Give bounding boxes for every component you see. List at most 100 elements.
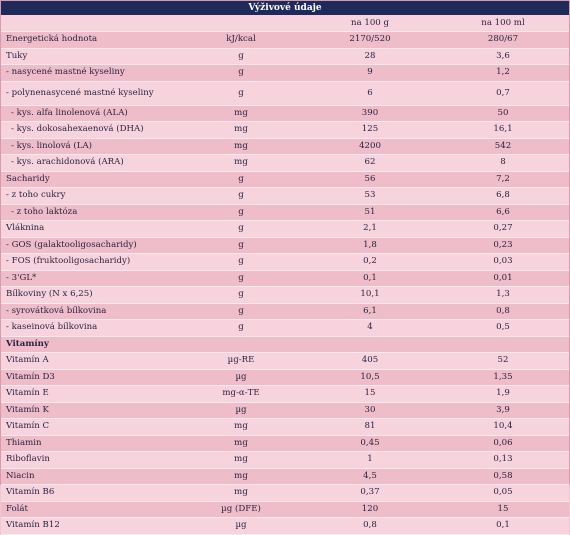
value-per-100ml: 1,9 — [437, 385, 569, 403]
column-header-row: na 100 g na 100 ml — [1, 15, 569, 32]
nutrient-row: - kys. alfa linolenová (ALA) mg 390 50 — [1, 105, 569, 122]
nutrient-unit: µg-RE — [179, 352, 303, 370]
value-per-100ml: 8 — [437, 154, 569, 172]
header-per-100g: na 100 g — [303, 15, 437, 32]
nutrient-unit: mg — [179, 105, 303, 122]
value-per-100ml: 0,5 — [437, 319, 569, 337]
nutrient-name: Vitamíny — [1, 336, 179, 353]
nutrient-unit: g — [179, 171, 303, 188]
nutrient-row: Vláknina g 2,1 0,27 — [1, 220, 569, 238]
nutrient-name: - kys. dokosahexaenová (DHA) — [1, 121, 179, 139]
nutrient-name: Vitamín C — [1, 418, 179, 436]
value-per-100ml: 1,35 — [437, 369, 569, 386]
nutrient-row: - GOS (galaktooligosacharidy) g 1,8 0,23 — [1, 237, 569, 254]
value-per-100ml: 6,6 — [437, 204, 569, 221]
nutrient-row: - kaseinová bílkovina g 4 0,5 — [1, 319, 569, 337]
nutrient-row: Vitamín D3 µg 10,5 1,35 — [1, 369, 569, 386]
value-per-100g: 0,45 — [303, 435, 437, 452]
nutrient-name: - z toho laktóza — [1, 204, 179, 221]
value-per-100g: 1,8 — [303, 237, 437, 254]
nutrient-name: - GOS (galaktooligosacharidy) — [1, 237, 179, 254]
nutrient-unit: g — [179, 253, 303, 271]
value-per-100ml: 0,03 — [437, 253, 569, 271]
value-per-100g: 81 — [303, 418, 437, 436]
nutrition-table: na 100 g na 100 ml Energetická hodnota kJ… — [1, 15, 569, 535]
value-per-100g: 51 — [303, 204, 437, 221]
nutrient-unit: g — [179, 81, 303, 106]
nutrient-name: Bílkoviny (N x 6,25) — [1, 286, 179, 304]
nutrient-unit: g — [179, 64, 303, 82]
value-per-100g: 6 — [303, 81, 437, 106]
nutrient-unit: g — [179, 237, 303, 254]
nutrient-unit: g — [179, 220, 303, 238]
value-per-100ml: 3,6 — [437, 48, 569, 65]
nutrient-unit: mg — [179, 451, 303, 469]
value-per-100ml: 7,2 — [437, 171, 569, 188]
value-per-100g: 53 — [303, 187, 437, 205]
nutrient-name: Energetická hodnota — [1, 31, 179, 49]
nutrient-row: - z toho cukry g 53 6,8 — [1, 187, 569, 205]
value-per-100g: 4 — [303, 319, 437, 337]
nutrient-unit: mg-α-TE — [179, 385, 303, 403]
nutrient-row: - syrovátková bílkovina g 6,1 0,8 — [1, 303, 569, 320]
nutrient-row: Riboflavin mg 1 0,13 — [1, 451, 569, 469]
nutrient-unit: mg — [179, 435, 303, 452]
nutrient-name: - syrovátková bílkovina — [1, 303, 179, 320]
value-per-100ml: 52 — [437, 352, 569, 370]
value-per-100ml — [437, 336, 569, 353]
nutrient-name: - FOS (fruktooligosacharidy) — [1, 253, 179, 271]
nutrient-name: Vitamín A — [1, 352, 179, 370]
value-per-100ml: 0,7 — [437, 81, 569, 106]
value-per-100g: 120 — [303, 501, 437, 518]
value-per-100g: 62 — [303, 154, 437, 172]
nutrient-unit: mg — [179, 121, 303, 139]
value-per-100g: 6,1 — [303, 303, 437, 320]
value-per-100ml: 3,9 — [437, 402, 569, 419]
value-per-100g: 30 — [303, 402, 437, 419]
value-per-100ml: 1,2 — [437, 64, 569, 82]
nutrient-unit: g — [179, 319, 303, 337]
nutrient-row: - z toho laktóza g 51 6,6 — [1, 204, 569, 221]
nutrient-row: - kys. dokosahexaenová (DHA) mg 125 16,1 — [1, 121, 569, 139]
nutrient-name: - kaseinová bílkovina — [1, 319, 179, 337]
value-per-100g: 390 — [303, 105, 437, 122]
section-row: Vitamíny — [1, 336, 569, 353]
nutrient-unit: µg — [179, 369, 303, 386]
value-per-100ml: 542 — [437, 138, 569, 155]
value-per-100ml: 0,05 — [437, 484, 569, 502]
nutrient-name: - nasycené mastné kyseliny — [1, 64, 179, 82]
value-per-100ml: 50 — [437, 105, 569, 122]
nutrient-unit: g — [179, 187, 303, 205]
value-per-100ml: 0,23 — [437, 237, 569, 254]
nutrient-unit: µg — [179, 402, 303, 419]
nutrient-unit: mg — [179, 418, 303, 436]
value-per-100g: 0,2 — [303, 253, 437, 271]
nutrient-name: Vitamín B12 — [1, 517, 179, 535]
value-per-100ml: 0,27 — [437, 220, 569, 238]
nutrient-unit: g — [179, 270, 303, 287]
nutrient-unit: kJ/kcal — [179, 31, 303, 49]
table-title: Výživové údaje — [1, 1, 569, 15]
nutrient-name: Folát — [1, 501, 179, 518]
value-per-100ml: 0,01 — [437, 270, 569, 287]
nutrient-name: Thiamin — [1, 435, 179, 452]
value-per-100g: 28 — [303, 48, 437, 65]
nutrient-row: - kys. arachidonová (ARA) mg 62 8 — [1, 154, 569, 172]
nutrient-row: Thiamin mg 0,45 0,06 — [1, 435, 569, 452]
nutrient-name: Vitamín B6 — [1, 484, 179, 502]
nutrient-unit: g — [179, 303, 303, 320]
nutrient-name: - 3'GL* — [1, 270, 179, 287]
value-per-100ml: 0,1 — [437, 517, 569, 535]
nutrient-row: Vitamín B12 µg 0,8 0,1 — [1, 517, 569, 535]
value-per-100ml: 6,8 — [437, 187, 569, 205]
nutrient-name: - kys. arachidonová (ARA) — [1, 154, 179, 172]
nutrient-row: Vitamín B6 mg 0,37 0,05 — [1, 484, 569, 502]
value-per-100g: 2,1 — [303, 220, 437, 238]
value-per-100g: 0,37 — [303, 484, 437, 502]
value-per-100g: 0,8 — [303, 517, 437, 535]
value-per-100ml: 1,3 — [437, 286, 569, 304]
value-per-100g: 2170/520 — [303, 31, 437, 49]
